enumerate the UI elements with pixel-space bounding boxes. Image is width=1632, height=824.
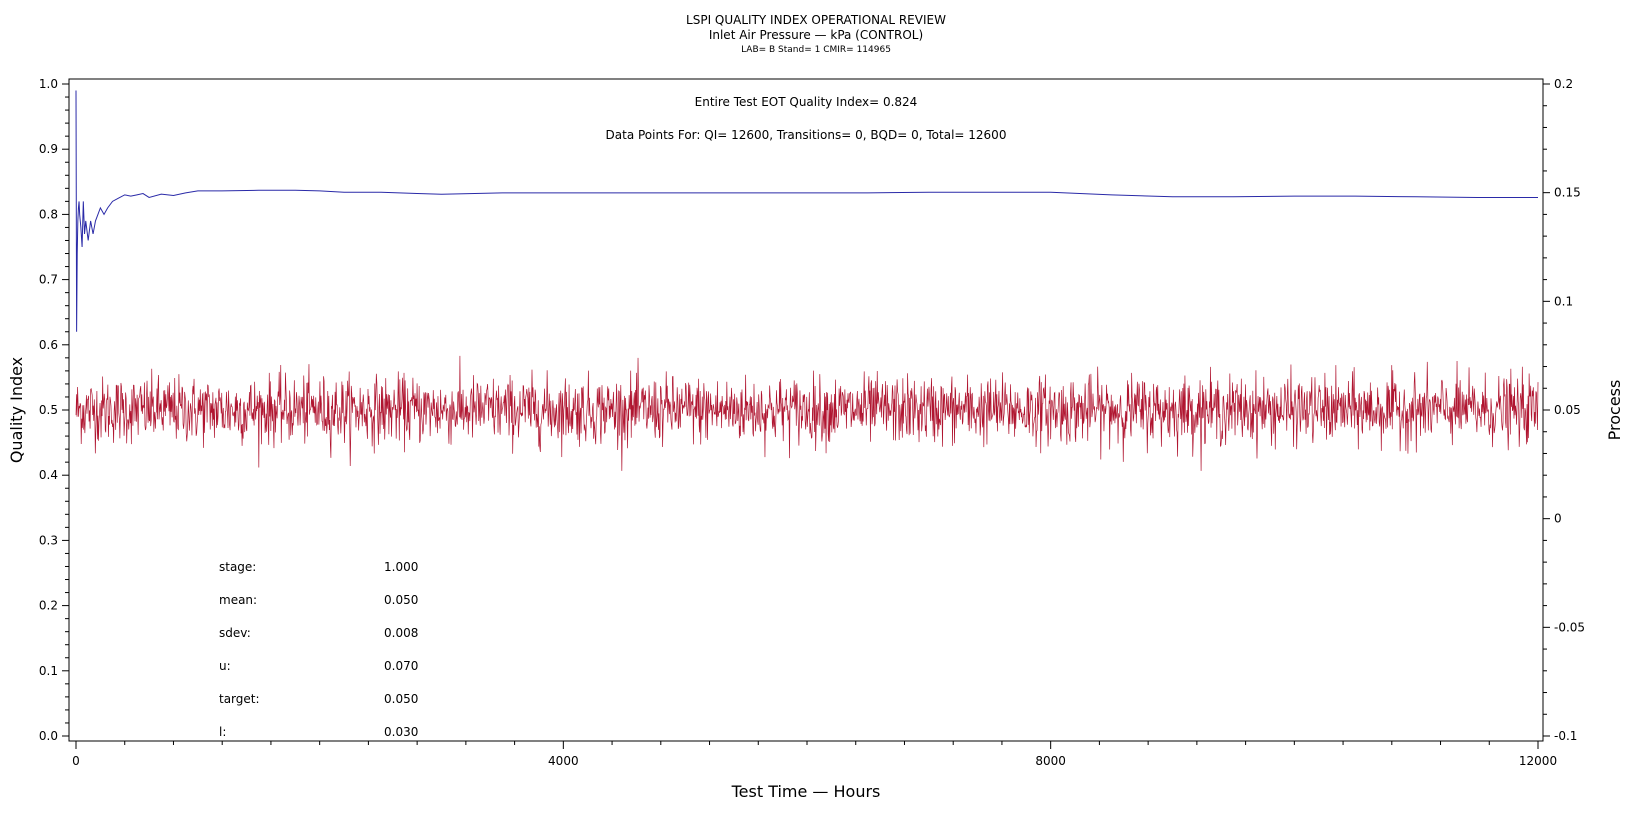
data-points-annotation: Data Points For: QI= 12600, Transitions=… — [606, 128, 1007, 142]
x-tick-label: 4000 — [548, 754, 579, 768]
y-right-tick-label: 0.05 — [1554, 403, 1581, 417]
series-quality-index-line — [75, 90, 1538, 332]
y-right-tick-label: 0.2 — [1554, 77, 1573, 91]
stat-label: sdev: — [219, 626, 251, 640]
y-left-tick-label: 0.5 — [39, 403, 58, 417]
y-right-tick-label: -0.05 — [1554, 620, 1585, 634]
x-tick-label: 8000 — [1035, 754, 1066, 768]
axes-layer: 0 4000 8000 120000.00.10.20.30.40.50.60.70.… — [39, 77, 1585, 768]
stat-value: 0.050 — [384, 593, 418, 607]
chart-lab-line: LAB= B Stand= 1 CMIR= 114965 — [741, 45, 891, 55]
y-left-tick-label: 0.0 — [39, 729, 58, 743]
y-left-tick-label: 0.7 — [39, 273, 58, 287]
y-right-tick-label: 0.1 — [1554, 294, 1573, 308]
x-tick-label: 12000 — [1519, 754, 1557, 768]
y-left-tick-label: 0.6 — [39, 338, 58, 352]
stat-value: 0.008 — [384, 626, 418, 640]
y-right-tick-label: 0 — [1554, 512, 1562, 526]
x-axis-title: Test Time — Hours — [731, 782, 881, 801]
stat-label: l: — [219, 725, 226, 739]
y-right-tick-label: -0.1 — [1554, 729, 1577, 743]
stat-label: stage: — [219, 560, 256, 574]
y-left-tick-label: 0.4 — [39, 468, 58, 482]
stat-value: 1.000 — [384, 560, 418, 574]
chart-title: LSPI QUALITY INDEX OPERATIONAL REVIEW — [686, 13, 946, 27]
series-process-line — [75, 355, 1539, 471]
y-axis-right: -0.1 -0.05 0 0.05 0.1 0.15 0.2 — [1543, 77, 1585, 743]
y-left-tick-label: 0.8 — [39, 207, 58, 221]
stat-label: target: — [219, 692, 260, 706]
y-right-tick-label: 0.15 — [1554, 186, 1581, 200]
x-axis: 0 4000 8000 12000 — [72, 741, 1557, 768]
y-left-tick-label: 0.3 — [39, 533, 58, 547]
x-tick-label: 0 — [72, 754, 80, 768]
stat-value: 0.050 — [384, 692, 418, 706]
eot-quality-annotation: Entire Test EOT Quality Index= 0.824 — [695, 95, 918, 109]
stat-label: mean: — [219, 593, 257, 607]
y-left-tick-label: 1.0 — [39, 77, 58, 91]
y-axis-title-right: Process — [1605, 380, 1624, 441]
y-axis-left: 0.0 0.1 0.2 0.3 0.4 0.5 0.6 0.7 0.8 0.9 1.0 — [39, 77, 69, 743]
series-layer — [75, 90, 1539, 471]
stat-label: u: — [219, 659, 231, 673]
y-left-tick-label: 0.1 — [39, 664, 58, 678]
stat-value: 0.030 — [384, 725, 418, 739]
stat-value: 0.070 — [384, 659, 418, 673]
y-left-tick-label: 0.2 — [39, 599, 58, 613]
y-axis-title-left: Quality Index — [7, 357, 26, 463]
stats-panel: stage: 1.000 mean: 0.050 sdev: 0.008 u: 0.070 ta… — [219, 560, 418, 739]
y-left-tick-label: 0.9 — [39, 142, 58, 156]
chart-subtitle: Inlet Air Pressure — kPa (CONTROL) — [709, 28, 923, 42]
